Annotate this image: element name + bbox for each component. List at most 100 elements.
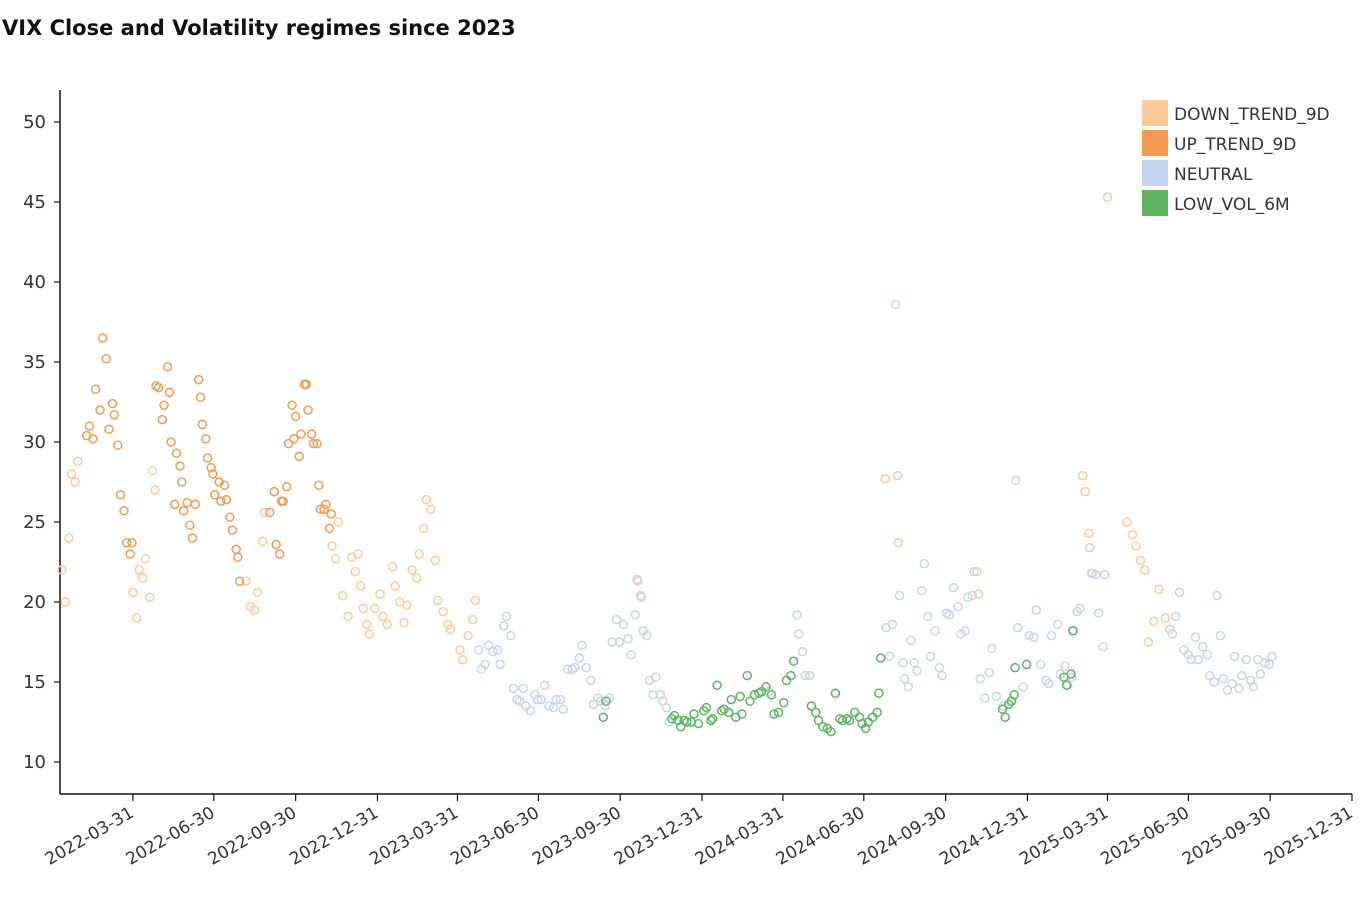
data-point <box>600 701 610 711</box>
data-point <box>294 451 304 462</box>
data-point <box>570 662 580 673</box>
data-point <box>157 414 168 425</box>
data-point <box>618 619 629 630</box>
data-point <box>973 589 984 599</box>
data-point <box>723 707 734 718</box>
data-point <box>514 696 525 706</box>
data-point <box>227 525 238 535</box>
data-point <box>788 656 799 666</box>
data-point <box>162 362 173 372</box>
data-point <box>581 662 592 673</box>
data-point <box>387 562 398 572</box>
data-point <box>1148 616 1159 626</box>
data-point <box>786 670 796 681</box>
data-point <box>312 438 322 449</box>
data-point <box>150 485 160 495</box>
data-point <box>208 469 218 479</box>
data-point <box>1267 651 1277 662</box>
data-point <box>769 709 779 719</box>
data-point <box>64 533 74 543</box>
data-point <box>944 610 954 620</box>
data-point <box>811 707 821 718</box>
data-point <box>818 722 828 732</box>
data-point <box>577 640 587 650</box>
series-up-trend-9d <box>81 333 336 586</box>
data-point <box>399 618 409 628</box>
data-point <box>458 654 468 665</box>
data-point <box>893 538 904 548</box>
data-point <box>178 506 189 516</box>
data-point <box>1077 470 1088 481</box>
data-point <box>1264 659 1275 670</box>
data-point <box>501 611 512 622</box>
data-point <box>442 619 453 630</box>
data-point <box>508 683 519 694</box>
data-point <box>193 374 204 385</box>
data-point <box>115 490 126 500</box>
data-point <box>701 702 712 713</box>
data-point <box>319 504 329 514</box>
data-point <box>234 576 245 586</box>
data-point <box>635 590 646 601</box>
data-point <box>611 614 622 625</box>
data-point <box>430 555 440 566</box>
data-point <box>127 538 137 548</box>
data-point <box>90 384 101 394</box>
data-point <box>1012 622 1023 633</box>
data-point <box>980 693 990 703</box>
data-point <box>169 499 180 510</box>
x-tick-label: 2023-03-31 <box>366 803 462 870</box>
data-point <box>287 400 297 410</box>
data-point <box>891 299 901 310</box>
data-point <box>525 706 536 716</box>
legend-swatch <box>1142 190 1168 216</box>
data-point <box>1164 624 1175 634</box>
data-point <box>221 494 232 505</box>
data-point <box>306 429 317 439</box>
data-point <box>693 718 704 729</box>
data-point <box>97 333 108 343</box>
data-point <box>101 354 111 364</box>
data-point <box>1190 632 1201 642</box>
x-tick-label: 2022-09-30 <box>205 803 301 870</box>
data-point <box>333 517 344 527</box>
data-point <box>470 595 481 606</box>
data-point <box>1140 565 1150 575</box>
y-tick-label: 20 <box>23 592 46 613</box>
data-point <box>930 626 940 636</box>
data-point <box>539 680 550 690</box>
data-point <box>880 474 890 484</box>
x-tick-label: 2024-12-31 <box>936 803 1032 870</box>
data-point <box>84 421 95 431</box>
data-point <box>806 701 817 711</box>
data-point <box>884 651 895 662</box>
data-point <box>314 480 324 490</box>
data-point <box>271 539 281 550</box>
chart-title: VIX Close and Volatility regimes since 2… <box>2 16 516 40</box>
data-point <box>960 626 970 636</box>
data-point <box>483 640 494 650</box>
legend-swatch <box>1142 130 1168 156</box>
data-point <box>326 509 336 519</box>
data-point <box>241 576 251 586</box>
data-point <box>289 434 299 444</box>
data-point <box>1154 584 1164 594</box>
data-point <box>972 566 982 577</box>
data-point <box>414 549 424 559</box>
data-point <box>1212 590 1222 601</box>
data-point <box>1061 680 1072 690</box>
data-point <box>1102 192 1113 202</box>
data-point <box>206 462 216 473</box>
legend-label: UP_TREND_9D <box>1174 135 1296 155</box>
data-point <box>498 621 509 631</box>
data-point <box>706 715 716 726</box>
data-point <box>975 674 986 684</box>
data-point <box>137 573 148 583</box>
data-point <box>185 520 195 530</box>
data-point <box>1215 630 1226 641</box>
data-point <box>1098 642 1108 652</box>
data-point <box>364 629 375 639</box>
data-point <box>1248 682 1259 692</box>
data-point <box>630 610 641 620</box>
data-point <box>216 496 226 506</box>
